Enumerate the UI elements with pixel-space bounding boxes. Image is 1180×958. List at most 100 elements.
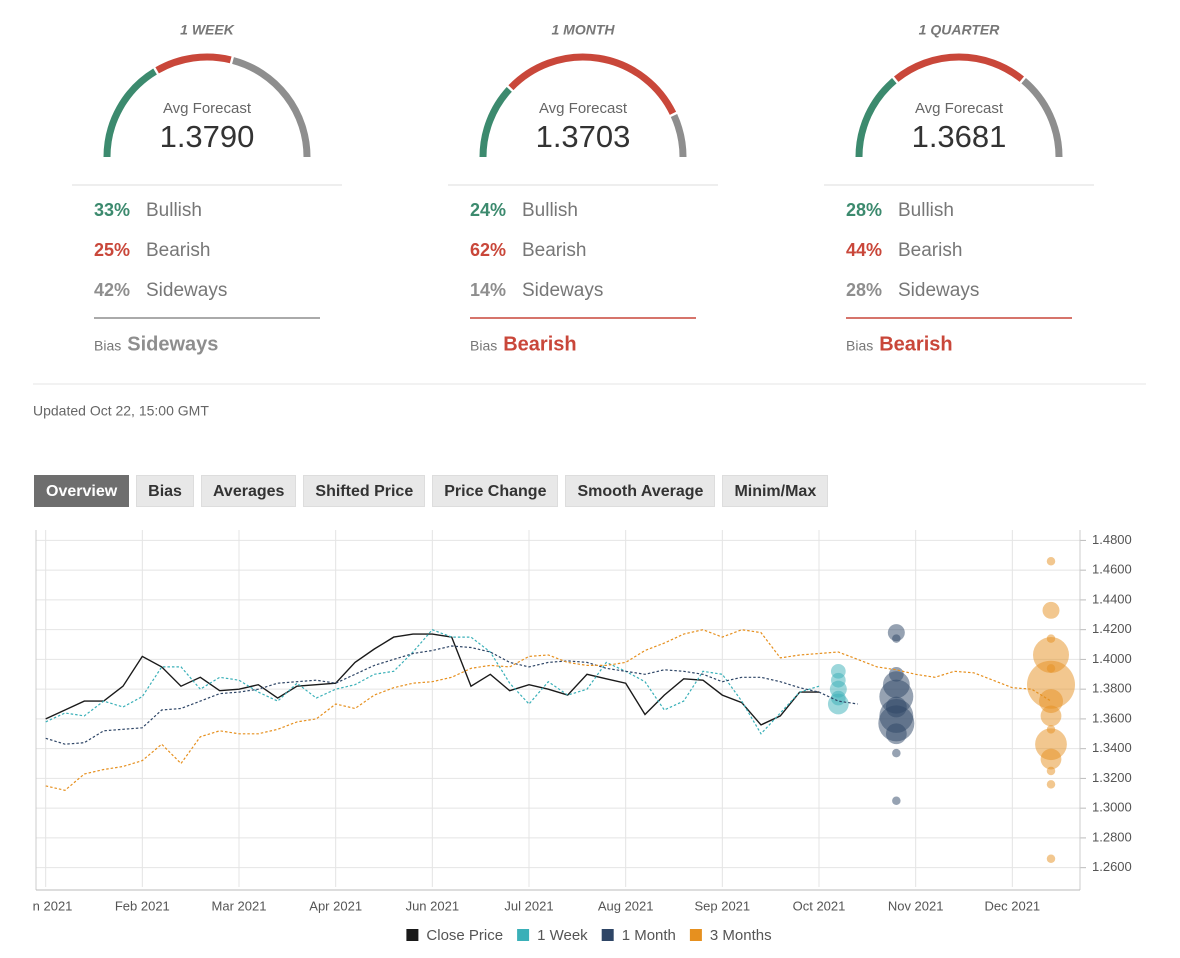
x-tick-label: Oct 2021: [793, 898, 846, 913]
x-tick-label: Jun 2021: [406, 898, 460, 913]
gauge-segment: [232, 57, 311, 158]
y-tick-label: 1.4000: [1092, 651, 1132, 666]
forecast-gauge: 1 WEEK Avg Forecast 1.3790 33% Bullish 25% Bea…: [72, 22, 342, 355]
forecast-bubble: [1046, 780, 1056, 789]
forecast-bubble: [1040, 705, 1062, 727]
y-tick-label: 1.4200: [1092, 621, 1132, 636]
gauge-segment: [670, 114, 687, 158]
sentiment-percent: 28%: [846, 280, 882, 300]
tab[interactable]: Averages: [200, 475, 297, 507]
tab[interactable]: Overview: [34, 475, 130, 507]
gauge-label: Avg Forecast: [163, 100, 252, 117]
bias-value: Bearish: [879, 333, 952, 355]
forecast-bubble: [892, 796, 901, 805]
tab[interactable]: Minim/Max: [722, 475, 829, 507]
forecast-bubble: [1039, 689, 1063, 714]
y-tick-label: 1.3400: [1092, 740, 1132, 755]
gauge-segment: [479, 87, 512, 158]
gauge-segment: [855, 78, 897, 158]
legend-label[interactable]: 3 Months: [710, 927, 772, 944]
bias-label: Bias: [846, 338, 873, 354]
tab[interactable]: Bias: [136, 475, 194, 507]
legend-swatch[interactable]: [406, 929, 419, 941]
legend-swatch[interactable]: [517, 929, 530, 941]
sentiment-label: Sideways: [146, 280, 227, 301]
legend-swatch[interactable]: [689, 929, 702, 941]
gauge-segment: [508, 53, 677, 115]
legend-label[interactable]: 1 Week: [537, 927, 588, 944]
forecast-bubble: [892, 634, 901, 643]
tab-bar: Overview Bias Averages Shifted Price Price C…: [34, 475, 829, 507]
x-tick-label: Dec 2021: [985, 898, 1041, 913]
x-tick-label: Aug 2021: [598, 898, 654, 913]
forecast-bubble: [892, 748, 901, 758]
y-tick-label: 1.3600: [1092, 710, 1132, 725]
updated-note: Updated Oct 22, 15:00 GMT: [33, 403, 209, 419]
gauge-segment: [1021, 78, 1063, 158]
sentiment-label: Bearish: [146, 240, 210, 261]
chart: Jan 2021 Feb 2021 Mar 2021 Apr 2021 Jun 2021…: [19, 530, 1132, 913]
forecast-bubble: [1040, 748, 1062, 770]
x-tick-label: Sep 2021: [694, 898, 750, 913]
series-line: [45, 629, 1052, 791]
gauge-value: 1.3703: [536, 119, 631, 154]
sentiment-percent: 25%: [94, 240, 130, 260]
bias-label: Bias: [94, 338, 121, 354]
forecast-bubble: [1046, 854, 1056, 863]
legend-label[interactable]: Close Price: [426, 927, 503, 944]
gauge-label: Avg Forecast: [539, 100, 628, 117]
y-tick-label: 1.2800: [1092, 829, 1132, 844]
legend-swatch[interactable]: [601, 929, 614, 941]
sentiment-label: Bullish: [146, 200, 202, 221]
sentiment-percent: 28%: [846, 200, 882, 220]
y-tick-label: 1.3800: [1092, 681, 1132, 696]
series-line: [45, 628, 820, 735]
sentiment-percent: 14%: [470, 280, 506, 300]
sentiment-percent: 42%: [94, 280, 130, 300]
y-tick-label: 1.3000: [1092, 800, 1132, 815]
gauge-segment: [155, 53, 232, 74]
x-tick-label: Apr 2021: [309, 898, 362, 913]
bias-value: Bearish: [503, 333, 576, 355]
x-tick-label: Jan 2021: [19, 898, 73, 913]
forecast-bubble: [827, 693, 849, 715]
gauge-segment: [893, 53, 1025, 82]
forecast-gauge: 1 QUARTER Avg Forecast 1.3681 28% Bullish 44%…: [824, 22, 1094, 355]
forecast-bubble: [1027, 660, 1075, 709]
sentiment-label: Bearish: [522, 240, 586, 261]
series-line: [45, 633, 819, 726]
tab[interactable]: Shifted Price: [303, 475, 426, 507]
sentiment-percent: 24%: [470, 200, 506, 220]
gauge-title: 1 MONTH: [552, 22, 616, 38]
bias-value: Sideways: [127, 333, 218, 355]
y-tick-label: 1.4600: [1092, 562, 1132, 577]
sentiment-label: Bearish: [898, 240, 962, 261]
y-tick-label: 1.2600: [1092, 859, 1132, 874]
sentiment-label: Sideways: [898, 280, 979, 301]
y-tick-label: 1.4400: [1092, 591, 1132, 606]
forecast-bubble: [1046, 766, 1056, 776]
gauge-label: Avg Forecast: [915, 100, 1004, 117]
tab[interactable]: Smooth Average: [565, 475, 716, 507]
gauge-title: 1 QUARTER: [919, 22, 1001, 38]
forecast-bubble: [885, 723, 907, 745]
sentiment-percent: 33%: [94, 200, 130, 220]
sentiment-label: Bullish: [522, 200, 578, 221]
tab[interactable]: Price Change: [432, 475, 559, 507]
forecast-bubble: [1035, 728, 1067, 761]
gauge-segment: [103, 68, 157, 158]
legend-label[interactable]: 1 Month: [622, 927, 676, 944]
x-tick-label: Mar 2021: [212, 898, 267, 913]
bias-label: Bias: [470, 338, 497, 354]
sentiment-label: Bullish: [898, 200, 954, 221]
gauge-value: 1.3790: [160, 119, 255, 154]
forecast-bubble: [887, 624, 905, 642]
x-tick-label: Jul 2021: [504, 898, 553, 913]
x-tick-label: Feb 2021: [115, 898, 170, 913]
forecast-bubble: [1042, 601, 1060, 619]
forecast-bubble: [1046, 556, 1056, 566]
gauge-value: 1.3681: [912, 119, 1007, 154]
sentiment-percent: 62%: [470, 240, 506, 260]
